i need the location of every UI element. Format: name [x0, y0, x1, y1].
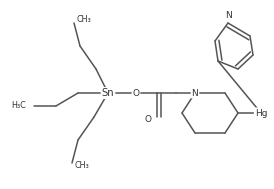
- Text: CH₃: CH₃: [75, 161, 89, 170]
- Text: Hg: Hg: [255, 108, 267, 118]
- Text: H₃C: H₃C: [11, 101, 26, 111]
- Text: CH₃: CH₃: [77, 15, 91, 25]
- Text: N: N: [225, 12, 231, 20]
- Text: O: O: [133, 88, 139, 98]
- Text: O: O: [144, 115, 152, 125]
- Text: Sn: Sn: [102, 88, 114, 98]
- Text: N: N: [192, 88, 198, 98]
